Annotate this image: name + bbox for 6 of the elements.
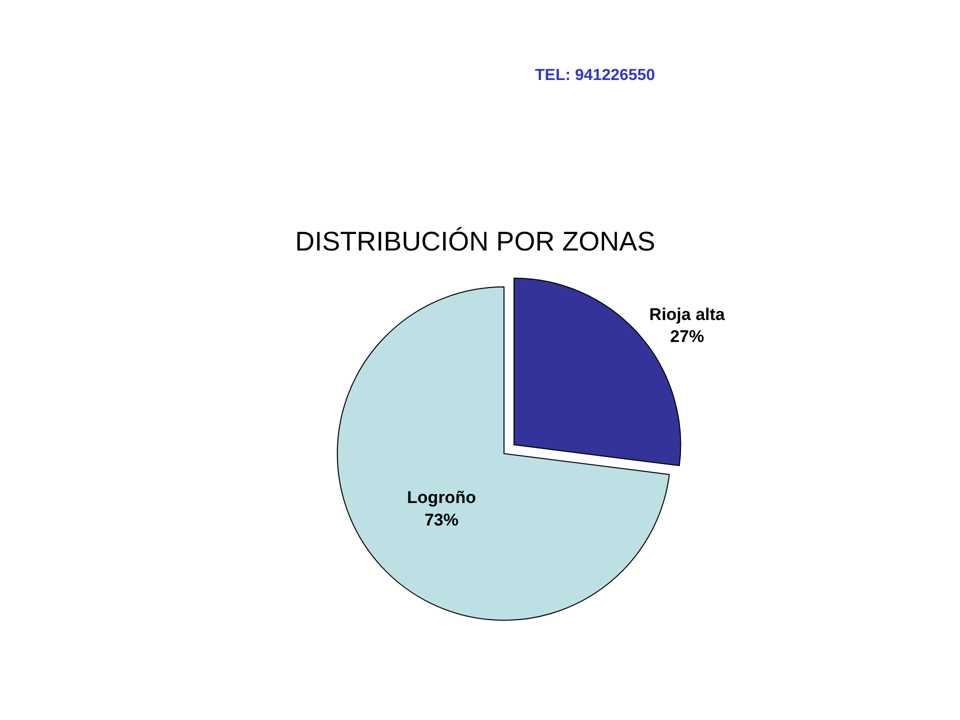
slice-label: Logroño <box>407 488 476 508</box>
chart-title: DISTRIBUCIÓN POR ZONAS <box>295 226 656 257</box>
data-label: 27% <box>670 327 704 346</box>
data-label: 73% <box>424 510 459 530</box>
text: TEL: 941226550 <box>535 67 656 84</box>
slice-label: Rioja alta <box>649 305 726 324</box>
